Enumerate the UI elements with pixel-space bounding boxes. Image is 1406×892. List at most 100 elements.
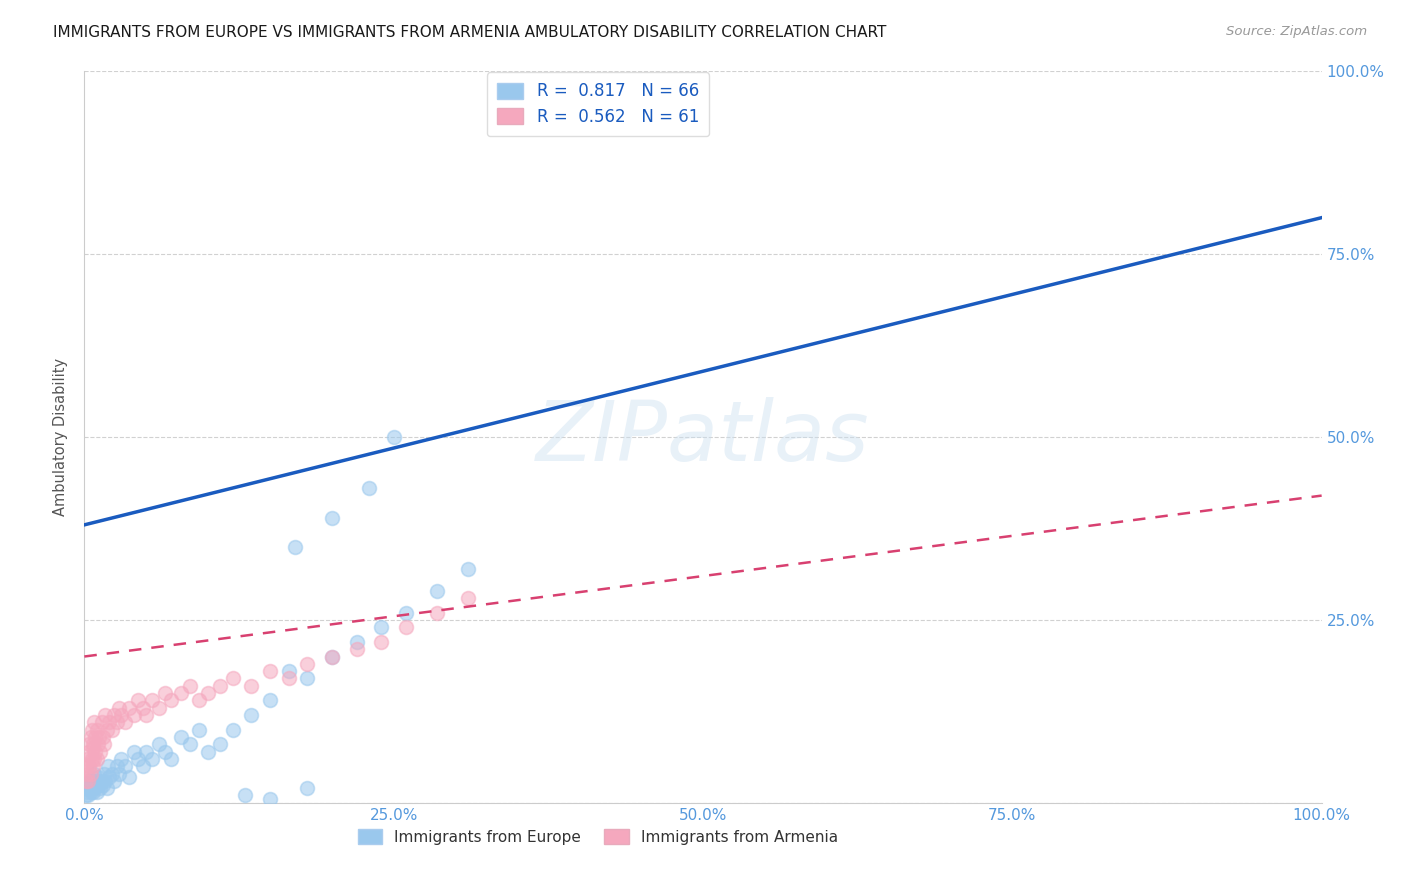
Point (179, 679, 201, 693)
Point (321, 649, 343, 664)
Point (135, 745, 157, 759)
Point (222, 672, 245, 686)
Point (321, 510, 343, 524)
Point (127, 752, 149, 766)
Point (79, 773, 101, 788)
Point (76, 752, 98, 766)
Point (295, 657, 318, 671)
Point (79, 730, 101, 744)
Point (77, 789, 100, 803)
Point (91, 778, 114, 792)
Point (96, 723, 118, 737)
Point (84, 778, 107, 792)
Point (131, 700, 153, 714)
Point (86, 723, 108, 737)
Point (108, 766, 131, 780)
Point (75, 789, 97, 803)
Point (188, 723, 211, 737)
Point (76, 781, 98, 796)
Point (110, 752, 132, 766)
Point (118, 770, 141, 784)
Point (346, 635, 368, 649)
Point (153, 745, 176, 759)
Point (77, 773, 100, 788)
Point (98, 715, 121, 730)
Point (100, 766, 122, 780)
Point (135, 708, 157, 723)
Point (103, 773, 125, 788)
Point (90, 773, 112, 788)
Point (93, 766, 115, 780)
Point (295, 672, 318, 686)
Point (93, 737, 115, 751)
Point (77, 745, 100, 759)
Point (94, 708, 117, 723)
Point (82, 785, 104, 799)
Point (80, 723, 103, 737)
Point (118, 700, 141, 714)
Point (114, 715, 136, 730)
Point (80, 781, 103, 796)
Point (97, 759, 120, 773)
Point (86, 785, 108, 799)
Point (233, 789, 256, 803)
Point (79, 781, 101, 796)
Point (295, 781, 318, 796)
Text: Source: ZipAtlas.com: Source: ZipAtlas.com (1226, 25, 1367, 38)
Point (240, 708, 263, 723)
Point (87, 737, 110, 751)
Point (79, 773, 101, 788)
Point (457, 562, 479, 576)
Point (86, 773, 108, 788)
Point (90, 715, 112, 730)
Point (259, 693, 281, 707)
Point (98, 770, 121, 784)
Point (80, 752, 103, 766)
Point (86, 752, 108, 766)
Point (105, 715, 128, 730)
Point (75, 759, 97, 773)
Point (370, 620, 392, 634)
Point (209, 679, 232, 693)
Point (170, 730, 193, 744)
Point (148, 700, 170, 714)
Point (277, 664, 299, 678)
Point (395, 606, 418, 620)
Point (89, 781, 111, 796)
Point (82, 740, 104, 755)
Point (197, 686, 219, 700)
Point (83, 752, 105, 766)
Text: ZIPatlas: ZIPatlas (536, 397, 870, 477)
Point (82, 773, 104, 788)
Point (83, 715, 105, 730)
Point (284, 540, 307, 554)
Point (76, 785, 98, 799)
Point (426, 606, 449, 620)
Point (108, 700, 131, 714)
Point (82, 759, 104, 773)
Point (240, 679, 263, 693)
Point (89, 745, 111, 759)
Point (84, 745, 107, 759)
Point (83, 766, 105, 780)
Point (209, 737, 232, 751)
Point (94, 773, 117, 788)
Point (76, 766, 98, 780)
Point (188, 693, 211, 707)
Point (75, 773, 97, 788)
Point (110, 708, 132, 723)
Point (179, 737, 201, 751)
Text: IMMIGRANTS FROM EUROPE VS IMMIGRANTS FROM ARMENIA AMBULATORY DISABILITY CORRELAT: IMMIGRANTS FROM EUROPE VS IMMIGRANTS FRO… (53, 25, 887, 40)
Point (79, 785, 101, 799)
Point (346, 642, 368, 657)
Point (170, 686, 193, 700)
Point (127, 693, 149, 707)
Point (277, 672, 299, 686)
Point (79, 766, 101, 780)
Point (80, 778, 103, 792)
Point (84, 730, 107, 744)
Point (321, 649, 343, 664)
Point (141, 693, 163, 707)
Point (259, 664, 281, 678)
Point (87, 770, 110, 784)
